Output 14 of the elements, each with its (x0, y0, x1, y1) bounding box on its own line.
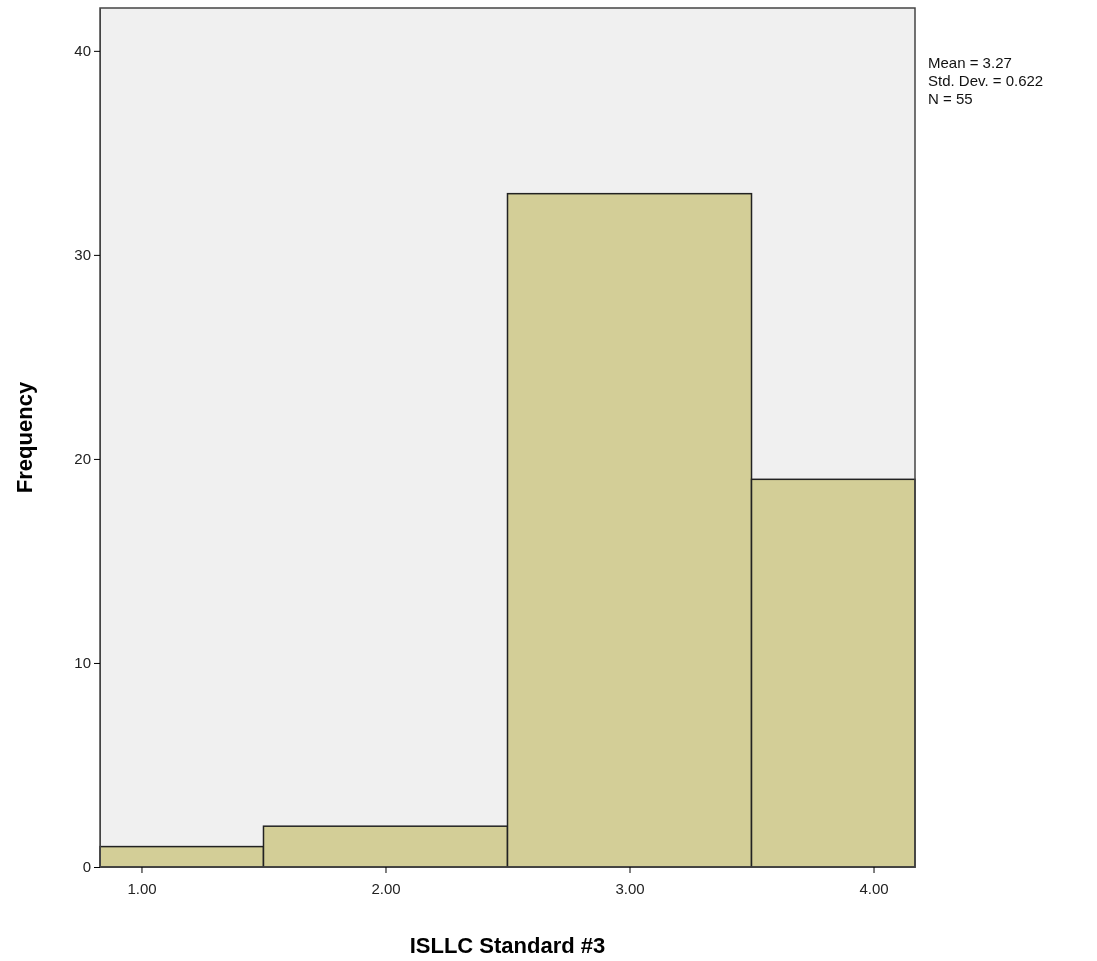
text: Std. Dev. = 0.622 (928, 72, 1044, 89)
x-tick-label: 3.00 (615, 880, 645, 897)
x-tick-label: 1.00 (127, 880, 157, 897)
x-tick-label: 4.00 (859, 880, 889, 897)
y-tick-label: 20 (74, 450, 91, 468)
y-tick-label: 10 (74, 654, 91, 672)
y-tick-label: 30 (74, 246, 91, 264)
x-tick-label: 2.00 (371, 880, 401, 897)
x-axis-title: ISLLC Standard #3 (409, 933, 606, 958)
y-axis-title: Frequency (12, 381, 37, 494)
y-tick-label: 40 (74, 42, 91, 60)
y-tick-label: 0 (82, 858, 91, 876)
text: N = 55 (928, 90, 973, 107)
text: Mean = 3.27 (928, 54, 1012, 71)
